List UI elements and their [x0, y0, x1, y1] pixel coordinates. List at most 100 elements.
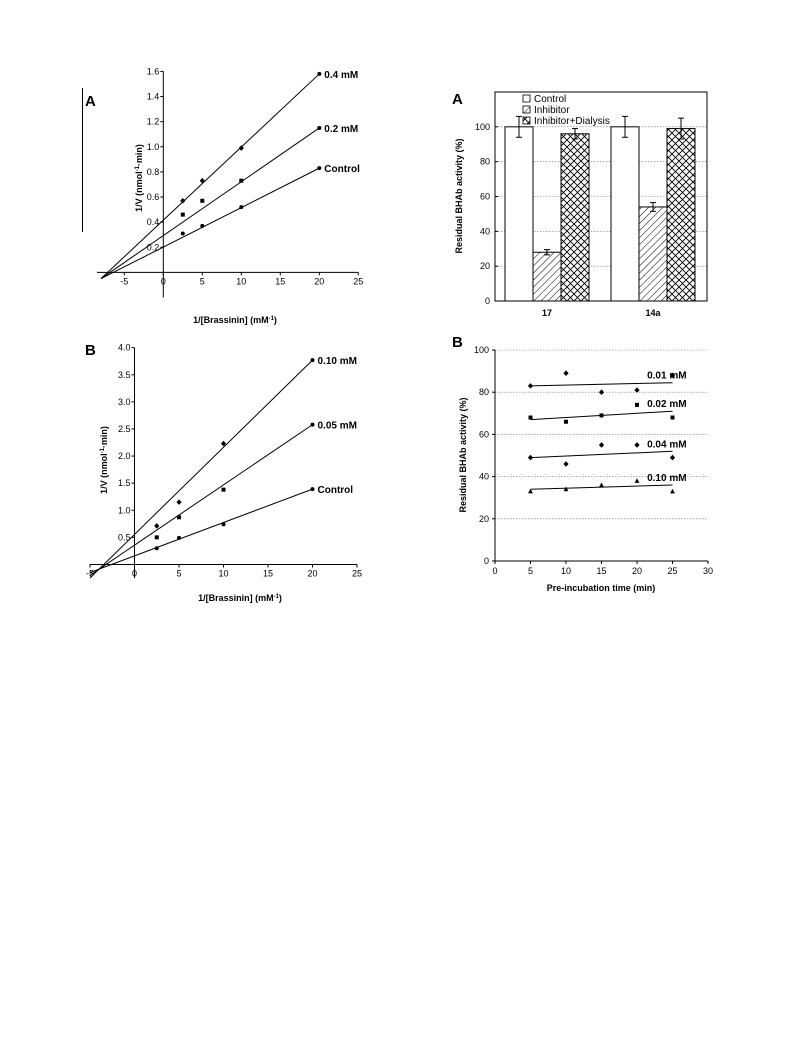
x-tick-label: 30 — [703, 566, 713, 576]
x-tick-label: -5 — [120, 276, 128, 286]
x-tick-label: 10 — [561, 566, 571, 576]
data-point — [199, 177, 205, 184]
fit-line — [530, 450, 673, 459]
data-point — [599, 413, 604, 418]
y-tick-label: 40 — [480, 226, 490, 236]
data-point — [180, 212, 185, 217]
x-tick-label: 5 — [176, 568, 181, 578]
y-tick-label: 0.2 — [147, 242, 160, 252]
data-point — [528, 488, 533, 494]
legend-swatch — [522, 116, 531, 125]
y-tick-label: 100 — [475, 122, 490, 132]
data-point — [598, 389, 605, 395]
x-tick-label: 15 — [275, 276, 285, 286]
category-label: 14a — [645, 308, 661, 318]
y-axis-title: Residual BHAb activity (%) — [458, 397, 468, 512]
data-point — [238, 145, 244, 151]
data-point — [220, 440, 227, 447]
data-point — [154, 523, 160, 529]
x-tick-label: 15 — [263, 568, 273, 578]
bar — [532, 251, 562, 302]
y-tick-label: 20 — [479, 514, 489, 524]
panel-letter: B — [85, 342, 96, 359]
x-axis-title: 1/[Brassinin] (mM-1) — [193, 315, 277, 325]
legend-label: Inhibitor — [534, 105, 570, 116]
data-point — [317, 71, 322, 76]
y-tick-label: 0.8 — [147, 167, 160, 177]
x-tick-label: 10 — [236, 276, 246, 286]
x-tick-label: 25 — [353, 276, 363, 286]
panel-letter: B — [452, 334, 463, 351]
data-point — [154, 535, 159, 540]
series-label: 0.04 mM — [647, 439, 686, 450]
category-label: 17 — [542, 308, 552, 318]
data-point — [317, 166, 322, 171]
data-point — [527, 454, 534, 461]
x-tick-label: 20 — [632, 566, 642, 576]
series-label: 0.02 mM — [647, 399, 686, 410]
data-point — [669, 372, 676, 379]
y-tick-label: 0.6 — [147, 192, 160, 202]
series-label: Control — [324, 164, 360, 175]
y-tick-label: 20 — [480, 261, 490, 271]
y-tick-label: 1.0 — [147, 142, 160, 152]
regression-line — [100, 73, 320, 280]
y-tick-label: 3.0 — [118, 397, 131, 407]
x-tick-label: 0 — [492, 566, 497, 576]
data-point — [527, 383, 534, 389]
data-point — [598, 442, 605, 448]
y-axis-title: Residual BHAb activity (%) — [454, 138, 464, 253]
data-point — [528, 415, 533, 420]
bar — [638, 206, 668, 302]
y-tick-label: 2.0 — [118, 451, 131, 461]
legend-label: Inhibitor+Dialysis — [534, 116, 610, 127]
y-axis-title: 1/V (nmol-1·min) — [99, 426, 109, 494]
legend-swatch — [522, 94, 531, 103]
page-margin-rule — [82, 88, 83, 232]
data-point — [635, 402, 639, 407]
y-tick-label: 80 — [479, 387, 489, 397]
fit-line — [530, 382, 673, 387]
data-point — [154, 546, 159, 551]
series-label: 0.10 mM — [647, 473, 686, 484]
data-point — [310, 422, 315, 427]
y-tick-label: 1.2 — [147, 117, 160, 127]
data-point — [180, 231, 185, 236]
x-tick-label: 15 — [596, 566, 606, 576]
bar — [666, 128, 696, 302]
y-tick-label: 3.5 — [118, 370, 131, 380]
data-point — [176, 499, 182, 505]
y-axis-title: 1/V (nmol-1·min) — [134, 144, 144, 212]
data-point — [599, 482, 604, 488]
series-label: 0.2 mM — [324, 124, 358, 135]
series-label: 0.05 mM — [318, 421, 357, 432]
data-point — [563, 461, 569, 467]
regression-line — [89, 424, 313, 576]
y-tick-label: 60 — [479, 429, 489, 439]
data-point — [221, 487, 226, 492]
y-tick-label: 1.4 — [147, 92, 160, 102]
x-tick-label: 5 — [200, 276, 205, 286]
regression-line — [89, 359, 313, 579]
y-tick-label: 0.4 — [147, 217, 160, 227]
data-point — [239, 205, 244, 210]
data-point — [200, 198, 205, 203]
data-point — [310, 358, 315, 363]
data-point — [177, 515, 181, 520]
x-tick-label: 25 — [667, 566, 677, 576]
bar — [560, 133, 590, 302]
x-axis-title: Pre-incubation time (min) — [547, 583, 656, 593]
y-tick-label: 0 — [485, 296, 490, 306]
fit-line — [530, 484, 673, 490]
series-label: Control — [318, 485, 354, 496]
data-point — [180, 197, 186, 204]
x-tick-label: 20 — [314, 276, 324, 286]
y-tick-label: 1.0 — [118, 505, 131, 515]
series-label: 0.01 mM — [647, 371, 686, 382]
x-axis-title: 1/[Brassinin] (mM-1) — [198, 593, 282, 603]
y-tick-label: 2.5 — [118, 424, 131, 434]
bar — [504, 126, 534, 302]
